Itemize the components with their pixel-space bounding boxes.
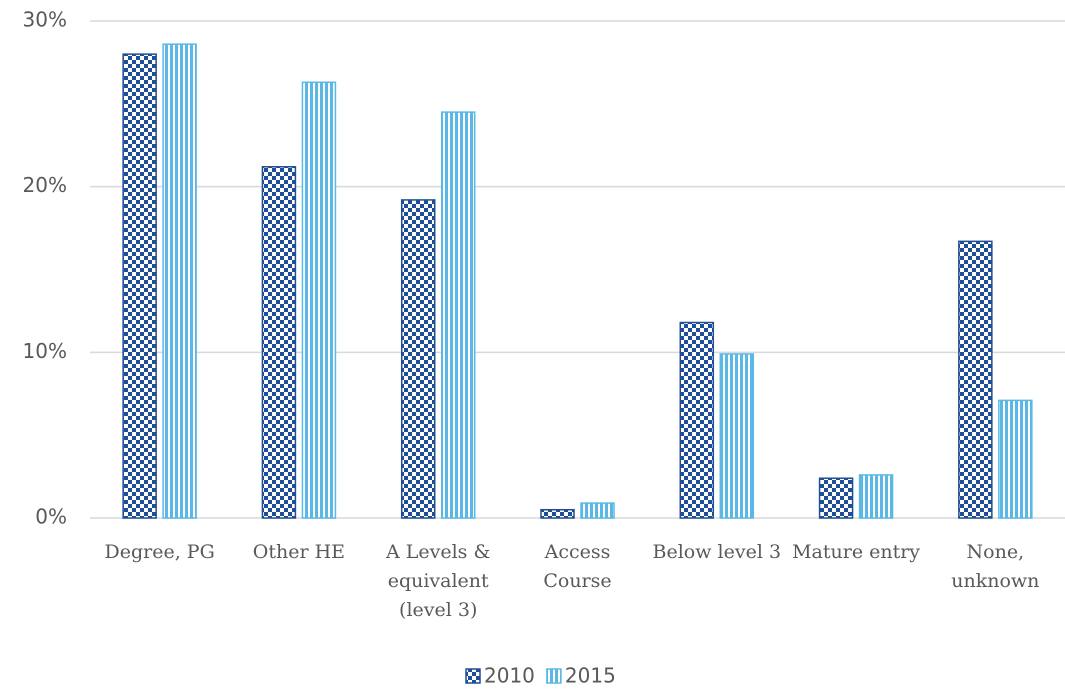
- bar: [858, 474, 894, 519]
- bar: [958, 240, 993, 519]
- bar: [301, 81, 337, 519]
- y-tick-label: 30%: [23, 8, 67, 32]
- legend-swatch: [546, 668, 562, 684]
- x-tick-label: None, unknown: [951, 541, 1040, 592]
- legend-swatch: [465, 668, 481, 684]
- y-tick-label: 0%: [35, 505, 67, 529]
- y-tick-label: 10%: [23, 339, 67, 363]
- x-tick-label: Below level 3: [652, 541, 782, 563]
- bar: [122, 53, 157, 519]
- bar: [400, 199, 436, 519]
- bar: [540, 508, 575, 519]
- x-tick-label: Other HE: [252, 541, 346, 563]
- y-tick-label: 20%: [23, 173, 67, 197]
- bar: [580, 502, 615, 519]
- x-tick-label: Access Course: [543, 541, 612, 592]
- bar: [261, 166, 297, 519]
- x-tick-label: Mature entry: [792, 541, 921, 563]
- legend-label: 2015: [565, 664, 616, 688]
- bar: [719, 353, 755, 519]
- bar: [998, 399, 1033, 519]
- x-tick-label: Degree, PG: [104, 541, 215, 563]
- x-tick-label: A Levels & equivalent (level 3): [386, 541, 491, 621]
- bar: [162, 43, 197, 519]
- bar: [818, 477, 854, 519]
- legend-label: 2010: [484, 664, 535, 688]
- bar: [440, 111, 476, 519]
- bar: [679, 321, 715, 519]
